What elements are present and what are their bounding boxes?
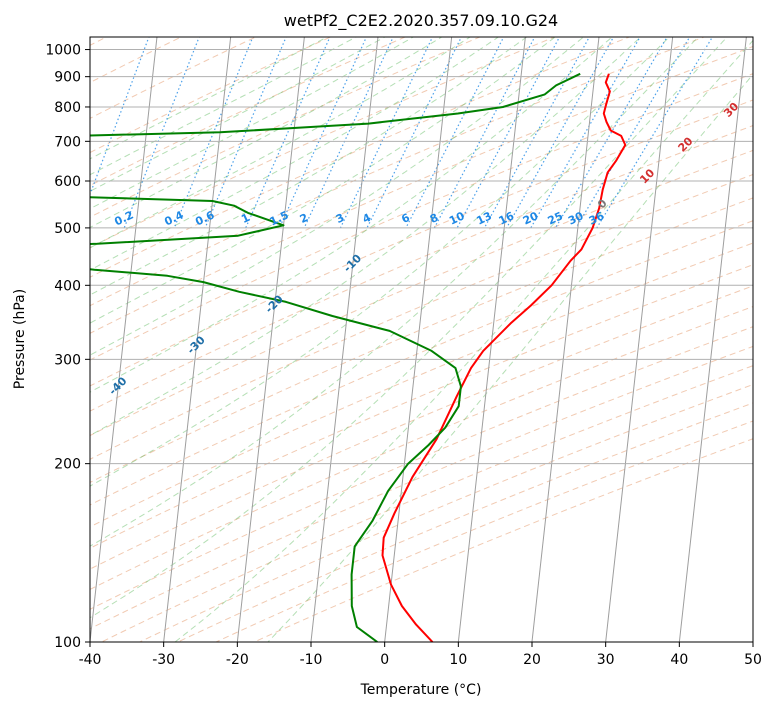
dry-adiabat-9 <box>90 37 706 307</box>
mixing-ratio-line-2 <box>173 37 254 229</box>
y-tick-label: 500 <box>54 221 81 237</box>
y-tick-label: 900 <box>54 70 81 86</box>
dry-adiabats <box>90 37 753 642</box>
dry-adiabat-17 <box>90 220 753 506</box>
isotherm-14 <box>236 37 305 642</box>
temperature-line <box>381 73 627 642</box>
x-axis: -40 -30 -20 -10 0 10 20 30 40 50 <box>79 642 762 668</box>
mixing-ratio-label-15: 25 <box>546 209 565 227</box>
dry-adiabat-10 <box>90 45 753 334</box>
x-tick-label: 10 <box>449 652 467 668</box>
isotherm-19 <box>605 37 674 642</box>
plot-frame <box>89 36 754 643</box>
y-tick-label: 800 <box>54 100 81 116</box>
y-tick-label: 100 <box>54 635 81 651</box>
dry-adiabat-11 <box>90 73 753 361</box>
mixing-ratio-line-7 <box>339 37 434 229</box>
dry-adiabat-15 <box>90 173 753 460</box>
dry-adiabat-12 <box>90 99 753 387</box>
mixing-ratio-line-6 <box>303 37 394 229</box>
mixing-ratio-line-16 <box>575 37 691 229</box>
mixing-ratio-label-12: 13 <box>475 209 494 227</box>
dry-adiabat-26 <box>176 402 753 642</box>
y-axis-label: Pressure (hPa) <box>12 289 28 389</box>
mixing-ratio-line-5 <box>278 37 368 229</box>
moist-adiabat-1 <box>90 37 358 176</box>
mixing-ratio-line-1 <box>123 37 200 229</box>
x-tick-label: -40 <box>79 652 102 668</box>
chart-title: wetPf2_C2E2.2020.357.09.10.G24 <box>284 11 558 31</box>
isotherm-13 <box>163 37 232 642</box>
mixing-ratio-line-4 <box>245 37 331 229</box>
dry-adiabat-22 <box>90 326 753 610</box>
moist-adiabat-7 <box>90 37 528 296</box>
isotherm-12 <box>90 37 158 642</box>
x-axis-label: Temperature (°C) <box>360 682 482 698</box>
mixing-ratio-label-14: 20 <box>521 209 541 227</box>
isotherm-15 <box>310 37 379 642</box>
y-tick-label: 400 <box>54 278 81 294</box>
mixing-ratio-line-8 <box>366 37 463 229</box>
mixing-ratio-label-11: 10 <box>447 209 467 227</box>
mixing-ratio-label-13: 16 <box>497 209 517 227</box>
y-tick-label: 700 <box>54 134 81 150</box>
dry-adiabat-5 <box>90 37 407 187</box>
sounding-series <box>90 72 627 642</box>
isotherm-16 <box>384 37 453 642</box>
dry-adiabat-13 <box>90 125 753 412</box>
dry-adiabat-21 <box>90 306 753 590</box>
plot-area: -100-90-80-70-60-50-40-30-20-100.10.20.4… <box>90 37 753 642</box>
mixing-ratio-label-17: 36 <box>587 209 607 227</box>
moist-adiabat-0 <box>90 37 329 160</box>
dry-adiabat-14 <box>90 149 753 437</box>
dry-adiabat-16 <box>90 197 753 483</box>
x-tick-label: -10 <box>300 652 323 668</box>
mixing-ratio-line-3 <box>204 37 287 229</box>
y-tick-label: 600 <box>54 174 81 190</box>
moist-adiabat-3 <box>90 37 415 210</box>
isotherm-20 <box>678 37 747 642</box>
x-tick-label: 30 <box>597 652 615 668</box>
x-tick-label: 50 <box>744 652 762 668</box>
dry-adiabat-20 <box>90 285 753 570</box>
x-tick-label: -20 <box>226 652 249 668</box>
x-tick-label: 40 <box>670 652 688 668</box>
skewed-isotherms <box>90 37 753 642</box>
dewpoint-line <box>90 72 581 642</box>
isotherm-17 <box>457 37 526 642</box>
mixing-ratio-line-13 <box>506 37 615 229</box>
y-tick-label: 200 <box>54 457 81 473</box>
y-axis: 100 200 300 400 500 600 700 800 900 1000 <box>45 43 90 651</box>
mixing-ratio-line-12 <box>483 37 590 229</box>
isotherm-18 <box>531 37 600 642</box>
x-tick-label: -30 <box>152 652 175 668</box>
dry-adiabat-25 <box>138 383 753 642</box>
dry-adiabat-24 <box>100 365 753 642</box>
x-tick-label: 0 <box>380 652 389 668</box>
mixing-ratio-label-16: 30 <box>566 209 586 227</box>
x-tick-label: 20 <box>523 652 541 668</box>
y-tick-label: 1000 <box>45 43 81 59</box>
y-tick-label: 300 <box>54 352 81 368</box>
